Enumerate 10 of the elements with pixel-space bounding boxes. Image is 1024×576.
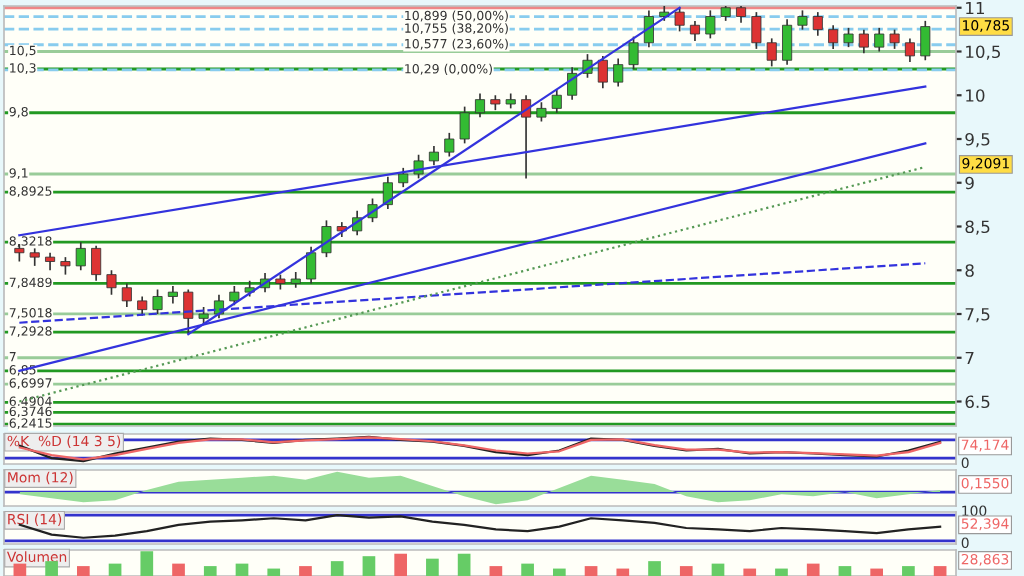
y-tick-label: 11 — [966, 1, 984, 15]
y-tick-label: 10 — [966, 89, 985, 102]
y-tick-label: 8,5 — [965, 220, 990, 235]
y-tick-label: 8 — [965, 264, 974, 277]
y-tick-label: 6.5 — [965, 395, 990, 409]
y-tick-label: 7,5 — [965, 308, 990, 323]
y-tick-label: 7 — [965, 351, 974, 365]
y-tick-label: 10,5 — [966, 45, 1000, 60]
y-tick-label: 9,5 — [965, 132, 990, 148]
y-tick-label: 9 — [965, 176, 974, 190]
